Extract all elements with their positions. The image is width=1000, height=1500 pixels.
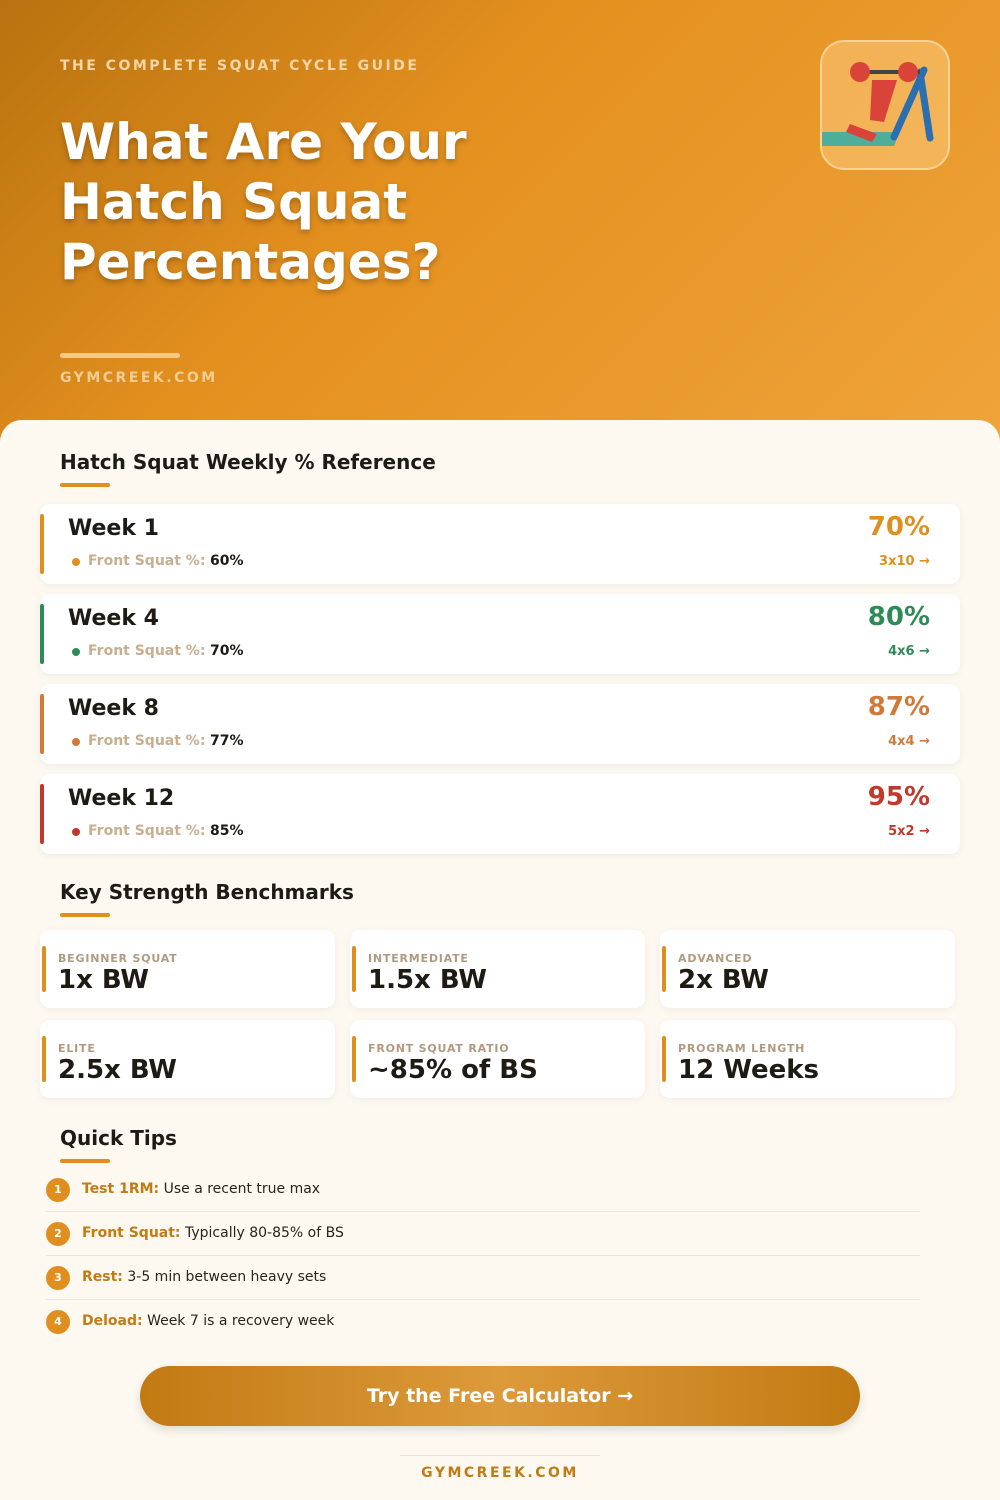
percent: 87% — [867, 692, 930, 722]
benchmark-value: 1x BW — [58, 965, 149, 995]
accent — [42, 946, 46, 992]
tip-body: Typically 80-85% of BS — [185, 1225, 344, 1241]
week-label: Week 12 — [68, 786, 175, 811]
footer-line — [400, 1455, 600, 1456]
cta-button[interactable]: Try the Free Calculator → — [140, 1366, 860, 1426]
benchmark-card: PROGRAM LENGTH 12 Weeks — [660, 1020, 955, 1098]
tip-number: 3 — [46, 1266, 70, 1290]
week-label: Week 8 — [68, 696, 159, 721]
dot — [72, 738, 80, 746]
accent — [352, 1036, 356, 1082]
hero: THE COMPLETE SQUAT CYCLE GUIDE What Are … — [0, 0, 1000, 460]
section-heading: Hatch Squat Weekly % Reference — [60, 450, 436, 487]
sub-label: Front Squat %: — [88, 733, 206, 749]
accent — [40, 604, 44, 664]
benchmark-value: 12 Weeks — [678, 1055, 820, 1085]
scheme: 3x10 → — [879, 554, 930, 569]
tip-row: 4 Deload: Week 7 is a recovery week — [46, 1300, 920, 1344]
accent — [352, 946, 356, 992]
benchmark-value: 1.5x BW — [368, 965, 487, 995]
benchmark-label: BEGINNER SQUAT — [58, 952, 178, 965]
week-card: Week 4 Front Squat %: 70% 80% 4x6 → — [40, 594, 960, 674]
icon-art — [814, 62, 934, 146]
benchmark-card: BEGINNER SQUAT 1x BW — [40, 930, 335, 1008]
week-label: Week 4 — [68, 606, 159, 631]
accent — [662, 946, 666, 992]
tip-term: Deload: — [82, 1313, 143, 1329]
week-card: Week 1 Front Squat %: 60% 70% 3x10 → — [40, 504, 960, 584]
benchmark-card: ADVANCED 2x BW — [660, 930, 955, 1008]
sub-value: 70% — [210, 643, 244, 659]
percent: 70% — [867, 512, 930, 542]
divider — [60, 353, 180, 358]
tip-number: 2 — [46, 1222, 70, 1246]
section-heading: Quick Tips — [60, 1126, 177, 1163]
tip-number: 4 — [46, 1310, 70, 1334]
benchmark-card: FRONT SQUAT RATIO ~85% of BS — [350, 1020, 645, 1098]
sub-value: 77% — [210, 733, 244, 749]
tip-text: Deload: Week 7 is a recovery week — [82, 1313, 334, 1329]
tip-text: Rest: 3-5 min between heavy sets — [82, 1269, 326, 1285]
benchmark-label: PROGRAM LENGTH — [678, 1042, 806, 1055]
tip-text: Front Squat: Typically 80-85% of BS — [82, 1225, 344, 1241]
week-card: Week 12 Front Squat %: 85% 95% 5x2 → — [40, 774, 960, 854]
accent — [40, 514, 44, 574]
benchmark-card: INTERMEDIATE 1.5x BW — [350, 930, 645, 1008]
accent — [42, 1036, 46, 1082]
tip-body: Week 7 is a recovery week — [147, 1313, 335, 1329]
kicker: THE COMPLETE SQUAT CYCLE GUIDE — [60, 58, 420, 74]
scheme: 4x4 → — [888, 734, 930, 749]
accent — [40, 694, 44, 754]
footer: GYMCREEK.COM — [421, 1465, 579, 1481]
site: GYMCREEK.COM — [60, 370, 218, 386]
tip-number: 1 — [46, 1178, 70, 1202]
benchmark-value: 2x BW — [678, 965, 769, 995]
sub-label: Front Squat %: — [88, 643, 206, 659]
sub-value: 85% — [210, 823, 244, 839]
tip-term: Rest: — [82, 1269, 123, 1285]
benchmark-value: ~85% of BS — [368, 1055, 538, 1085]
benchmark-label: FRONT SQUAT RATIO — [368, 1042, 510, 1055]
benchmark-label: INTERMEDIATE — [368, 952, 469, 965]
tip-row: 3 Rest: 3-5 min between heavy sets — [46, 1256, 920, 1300]
icon — [814, 40, 950, 170]
sub-label: Front Squat %: — [88, 553, 206, 569]
tip-term: Test 1RM: — [82, 1181, 160, 1197]
scheme: 5x2 → — [888, 824, 930, 839]
title: What Are Your Hatch Squat Percentages? — [60, 113, 467, 291]
percent: 80% — [867, 602, 930, 632]
week-label: Week 1 — [68, 516, 159, 541]
tip-row: 1 Test 1RM: Use a recent true max — [46, 1168, 920, 1212]
accent — [662, 1036, 666, 1082]
tip-body: 3-5 min between heavy sets — [127, 1269, 327, 1285]
percent: 95% — [867, 782, 930, 812]
accent — [40, 784, 44, 844]
tip-body: Use a recent true max — [163, 1181, 321, 1197]
benchmark-label: ADVANCED — [678, 952, 753, 965]
benchmark-label: ELITE — [58, 1042, 96, 1055]
scheme: 4x6 → — [888, 644, 930, 659]
tip-text: Test 1RM: Use a recent true max — [82, 1181, 320, 1197]
tip-term: Front Squat: — [82, 1225, 181, 1241]
dot — [72, 648, 80, 656]
benchmark-card: ELITE 2.5x BW — [40, 1020, 335, 1098]
dot — [72, 558, 80, 566]
section-heading: Key Strength Benchmarks — [60, 880, 354, 917]
benchmark-value: 2.5x BW — [58, 1055, 177, 1085]
tip-row: 2 Front Squat: Typically 80-85% of BS — [46, 1212, 920, 1256]
week-card: Week 8 Front Squat %: 77% 87% 4x4 → — [40, 684, 960, 764]
sub-value: 60% — [210, 553, 244, 569]
sub-label: Front Squat %: — [88, 823, 206, 839]
dot — [72, 828, 80, 836]
